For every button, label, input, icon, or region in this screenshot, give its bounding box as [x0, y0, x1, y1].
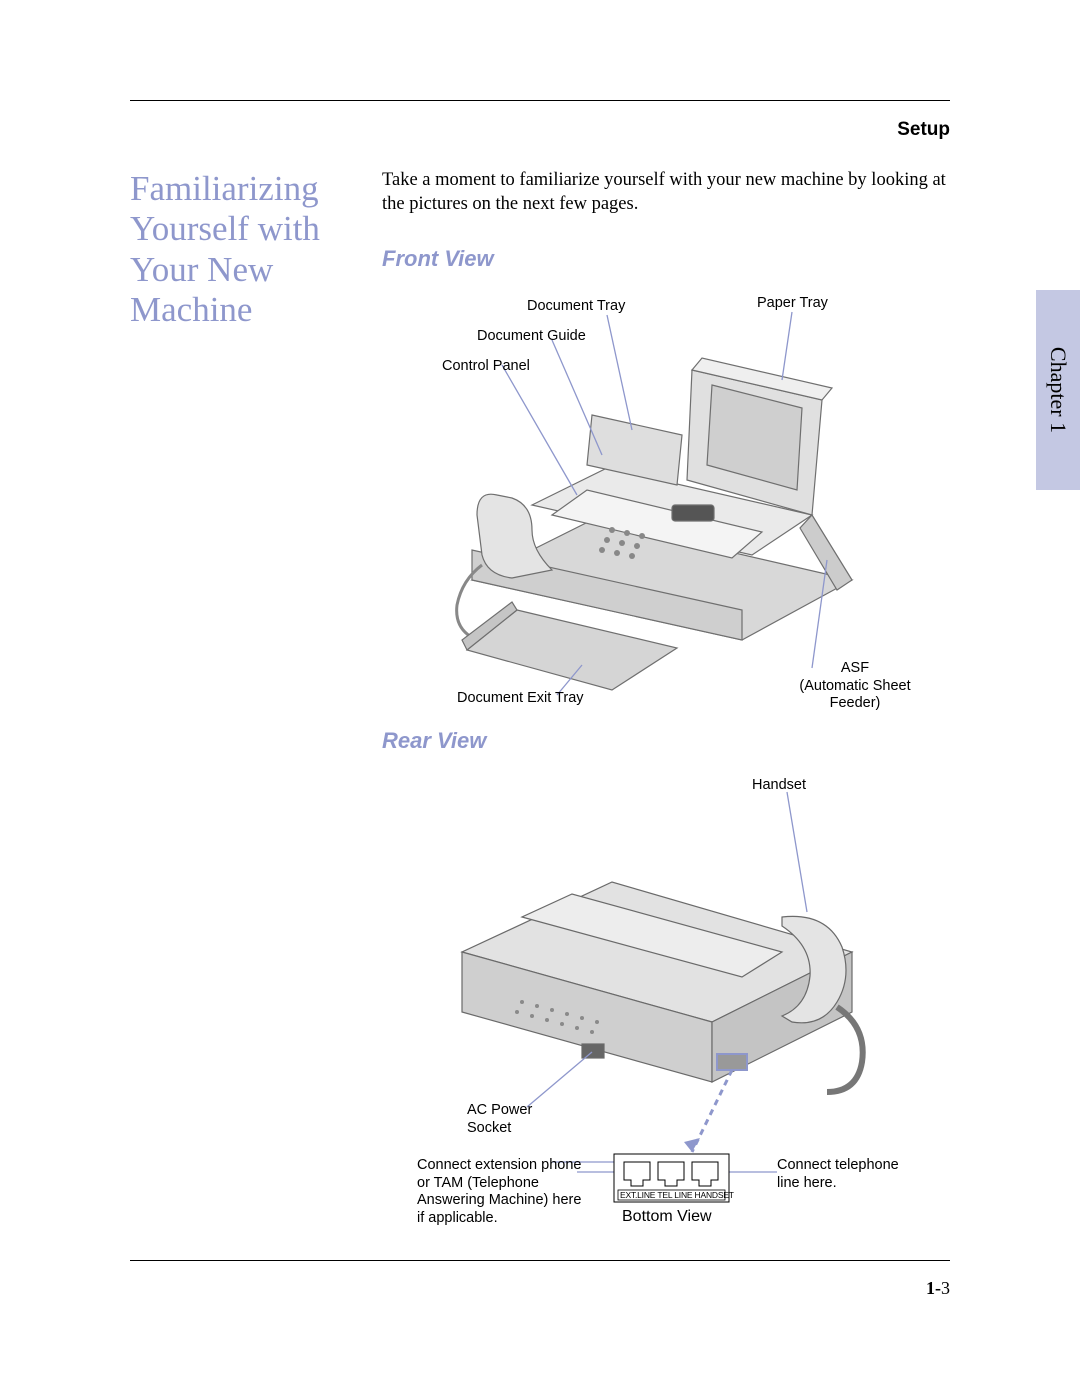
top-rule: [130, 100, 950, 101]
label-asf: ASF (Automatic Sheet Feeder): [775, 660, 935, 712]
intro-text: Take a moment to familiarize yourself wi…: [382, 169, 950, 216]
port-labels: EXT.LINE TEL LINE HANDSET: [620, 1190, 734, 1200]
page-title: Familiarizing Yourself with Your New Mac…: [130, 169, 360, 330]
chapter-tab-label: Chapter 1: [1045, 347, 1071, 433]
chapter-tab: Chapter 1: [1036, 290, 1080, 490]
rear-view-heading: Rear View: [382, 728, 950, 754]
label-ac-power: AC Power Socket: [467, 1102, 532, 1137]
label-control-panel: Control Panel: [442, 358, 530, 375]
label-document-tray: Document Tray: [527, 298, 625, 315]
page-number: 1-3: [926, 1278, 950, 1299]
section-header: Setup: [130, 119, 950, 141]
label-handset: Handset: [752, 777, 806, 794]
rear-view-diagram: EXT.LINE TEL LINE HANDSET Handset AC Pow…: [382, 762, 942, 1262]
label-document-guide: Document Guide: [477, 328, 586, 345]
front-view-heading: Front View: [382, 246, 950, 272]
label-bottom-view: Bottom View: [622, 1207, 712, 1226]
front-view-svg: [382, 280, 942, 710]
front-view-diagram: Document Tray Document Guide Control Pan…: [382, 280, 942, 710]
label-document-exit-tray: Document Exit Tray: [457, 690, 584, 707]
label-tel-line: Connect telephone line here.: [777, 1157, 907, 1192]
page-content: Setup Familiarizing Yourself with Your N…: [130, 100, 950, 1262]
label-ext-phone: Connect extension phone or TAM (Telephon…: [417, 1157, 582, 1227]
label-paper-tray: Paper Tray: [757, 295, 828, 312]
bottom-rule: [130, 1260, 950, 1261]
